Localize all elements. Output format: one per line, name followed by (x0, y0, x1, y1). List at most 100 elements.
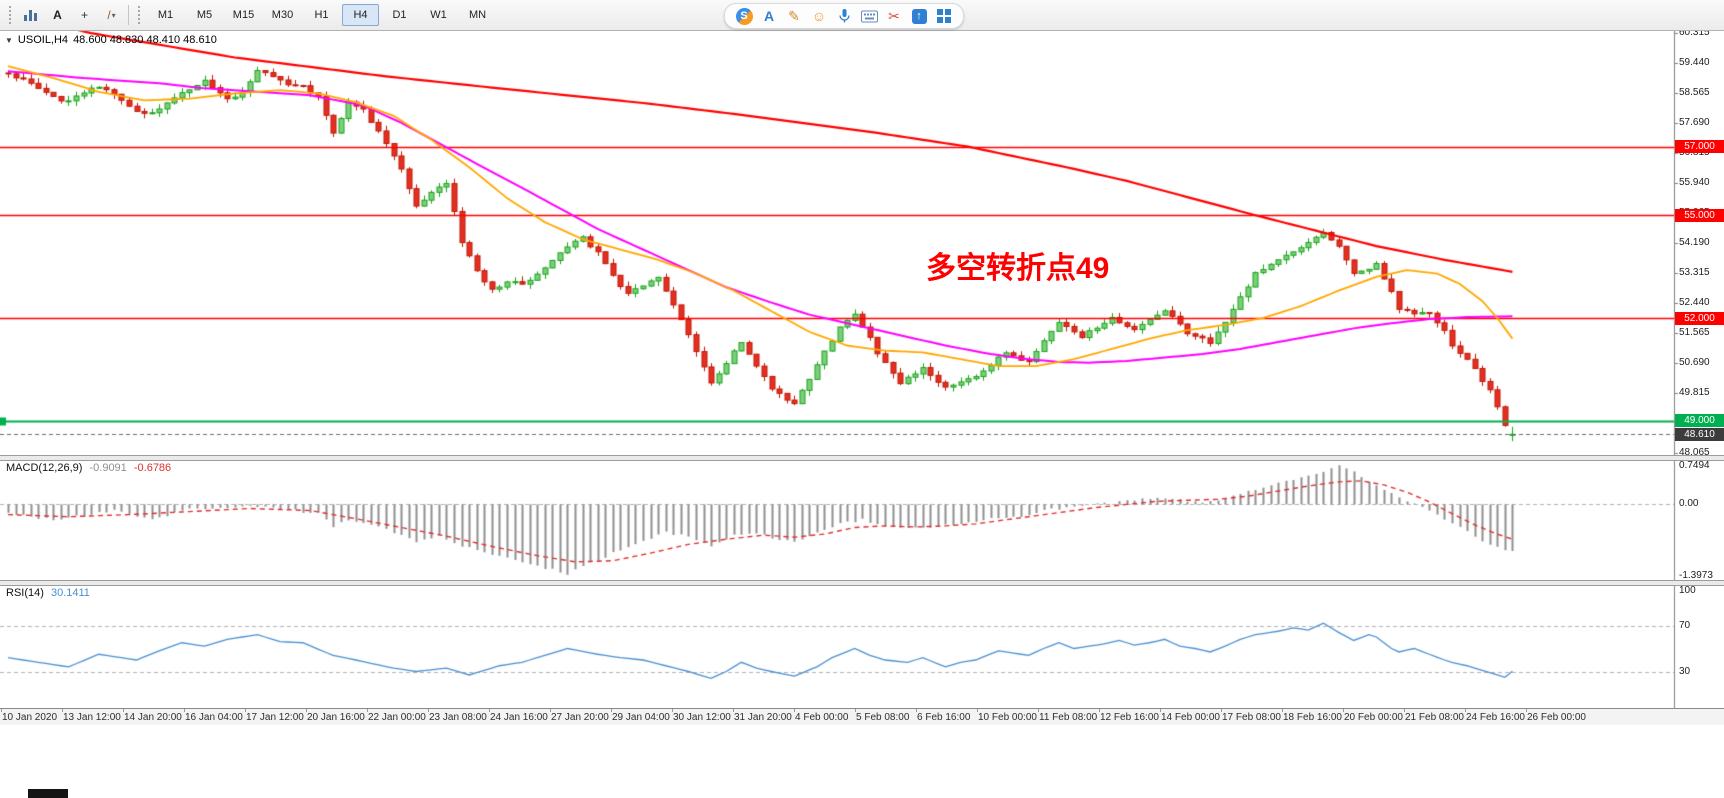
macd-value-signal: -0.6786 (133, 462, 172, 474)
macd-label: MACD(12,26,9) -0.9091 -0.6786 (6, 462, 175, 474)
time-tick-mark (1526, 709, 1527, 712)
macd-title: MACD(12,26,9) (6, 462, 83, 474)
time-label: 12 Feb 16:00 (1100, 712, 1159, 723)
time-label: 18 Feb 16:00 (1283, 712, 1342, 723)
time-label: 6 Feb 16:00 (917, 712, 971, 723)
time-label: 23 Jan 08:00 (429, 712, 487, 723)
time-tick-mark (306, 709, 307, 712)
bars-glyph (24, 9, 37, 21)
time-label: 22 Jan 00:00 (368, 712, 426, 723)
time-tick-mark (245, 709, 246, 712)
font-setting-icon[interactable]: A (763, 8, 775, 24)
text-tool-icon-glyph: A (53, 8, 62, 22)
toolbar-drag-handle[interactable] (136, 6, 142, 24)
sogou-logo-icon[interactable]: S (735, 7, 753, 25)
time-tick-mark (367, 709, 368, 712)
grid-glyph (937, 9, 951, 23)
rsi-value: 30.1411 (50, 587, 90, 599)
voice-input-icon[interactable] (835, 7, 853, 25)
soft-keyboard-icon[interactable] (860, 7, 878, 25)
time-label: 13 Jan 12:00 (63, 712, 121, 723)
price-scale[interactable] (1674, 30, 1724, 708)
timeframe-m5[interactable]: M5 (196, 9, 213, 21)
time-label: 29 Jan 04:00 (612, 712, 670, 723)
time-label: 20 Jan 16:00 (307, 712, 365, 723)
time-tick-mark (855, 709, 856, 712)
timeframe-m30[interactable]: M30 (271, 9, 294, 21)
time-tick-mark (123, 709, 124, 712)
time-label: 14 Jan 20:00 (124, 712, 182, 723)
toolbar-separator (128, 5, 129, 25)
time-tick-mark (611, 709, 612, 712)
panel-splitter-macd[interactable] (0, 455, 1724, 461)
drawing-tools-dropdown[interactable]: / ▾ (98, 3, 125, 27)
screenshot-icon[interactable]: ✂ (888, 8, 900, 24)
crosshair-icon-glyph: + (80, 8, 88, 22)
time-tick-mark (1465, 709, 1466, 712)
time-tick-mark (916, 709, 917, 712)
time-tick-mark (794, 709, 795, 712)
timeframe-mn[interactable]: MN (468, 9, 487, 21)
timeframe-h1[interactable]: H1 (314, 9, 329, 21)
timeframe-m1[interactable]: M1 (157, 9, 174, 21)
timeframe-m15[interactable]: M15 (232, 9, 255, 21)
time-tick-mark (428, 709, 429, 712)
time-label: 4 Feb 00:00 (795, 712, 849, 723)
time-tick-mark (1099, 709, 1100, 712)
time-tick-mark (1160, 709, 1161, 712)
time-tick-mark (733, 709, 734, 712)
time-label: 5 Feb 08:00 (856, 712, 910, 723)
up-arrow-glyph: ↑ (911, 8, 927, 24)
time-label: 11 Feb 08:00 (1039, 712, 1098, 723)
handwriting-icon[interactable]: ✎ (788, 8, 800, 24)
time-tick-mark (672, 709, 673, 712)
one-click-trading-toggle[interactable]: ▼ (5, 35, 13, 45)
time-tick-mark (1343, 709, 1344, 712)
time-tick-mark (550, 709, 551, 712)
time-label: 16 Jan 04:00 (185, 712, 243, 723)
time-label: 24 Jan 16:00 (490, 712, 548, 723)
time-tick-mark (1038, 709, 1039, 712)
bar-chart-icon[interactable] (17, 3, 44, 27)
time-tick-mark (977, 709, 978, 712)
time-tick-mark (184, 709, 185, 712)
timeframe-d1[interactable]: D1 (392, 9, 407, 21)
time-label: 14 Feb 00:00 (1161, 712, 1220, 723)
time-label: 27 Jan 20:00 (551, 712, 609, 723)
share-icon[interactable]: ↑ (910, 7, 928, 25)
chart-annotation-text[interactable]: 多空转折点49 (926, 252, 1110, 285)
emoji-icon[interactable]: ☺ (811, 8, 827, 24)
time-tick-mark (1404, 709, 1405, 712)
time-label: 20 Feb 00:00 (1344, 712, 1403, 723)
time-tick-mark (1, 709, 2, 712)
chart-area[interactable] (0, 30, 1724, 708)
time-label: 26 Feb 00:00 (1527, 712, 1586, 723)
time-label: 17 Feb 08:00 (1222, 712, 1281, 723)
timeframe-h4[interactable]: H4 (342, 4, 379, 26)
macd-value-main: -0.9091 (89, 462, 127, 474)
drawing-tools-dropdown-glyph: / (107, 8, 111, 22)
time-tick-mark (489, 709, 490, 712)
time-scale[interactable]: 10 Jan 2020 13 Jan 12:00 14 Jan 20:00 16 Ja… (0, 708, 1724, 725)
desktop-area (0, 724, 1724, 798)
time-tick-mark (62, 709, 63, 712)
time-label: 24 Feb 16:00 (1466, 712, 1525, 723)
time-label: 10 Feb 00:00 (978, 712, 1037, 723)
time-tick-mark (1282, 709, 1283, 712)
dropdown-caret-icon: ▾ (111, 10, 116, 20)
toolbox-icon[interactable] (935, 7, 953, 25)
time-label: 30 Jan 12:00 (673, 712, 731, 723)
time-label: 10 Jan 2020 (2, 712, 58, 723)
text-tool-icon[interactable]: A (44, 3, 71, 27)
sogou-s-glyph: S (735, 7, 753, 25)
time-tick-mark (1221, 709, 1222, 712)
panel-splitter-rsi[interactable] (0, 580, 1724, 586)
crosshair-icon[interactable]: + (71, 3, 98, 27)
time-label: 21 Feb 08:00 (1405, 712, 1464, 723)
rsi-title: RSI(14) (6, 587, 44, 599)
ime-toolbar: S A ✎ ☺ ✂ ↑ (724, 3, 964, 29)
toolbar-drag-handle[interactable] (7, 6, 13, 24)
rsi-label: RSI(14) 30.1411 (6, 587, 94, 599)
timeframe-w1[interactable]: W1 (430, 9, 447, 21)
